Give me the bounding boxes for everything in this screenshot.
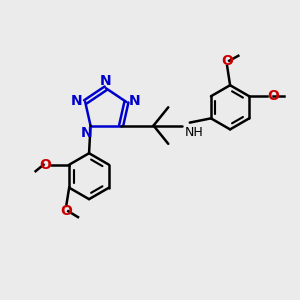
Text: N: N xyxy=(80,126,92,140)
Text: O: O xyxy=(60,204,72,218)
Text: N: N xyxy=(99,74,111,88)
Text: O: O xyxy=(267,89,279,103)
Text: O: O xyxy=(40,158,52,172)
Text: O: O xyxy=(221,54,233,68)
Text: NH: NH xyxy=(184,125,203,139)
Text: N: N xyxy=(129,94,140,107)
Text: N: N xyxy=(71,94,83,107)
